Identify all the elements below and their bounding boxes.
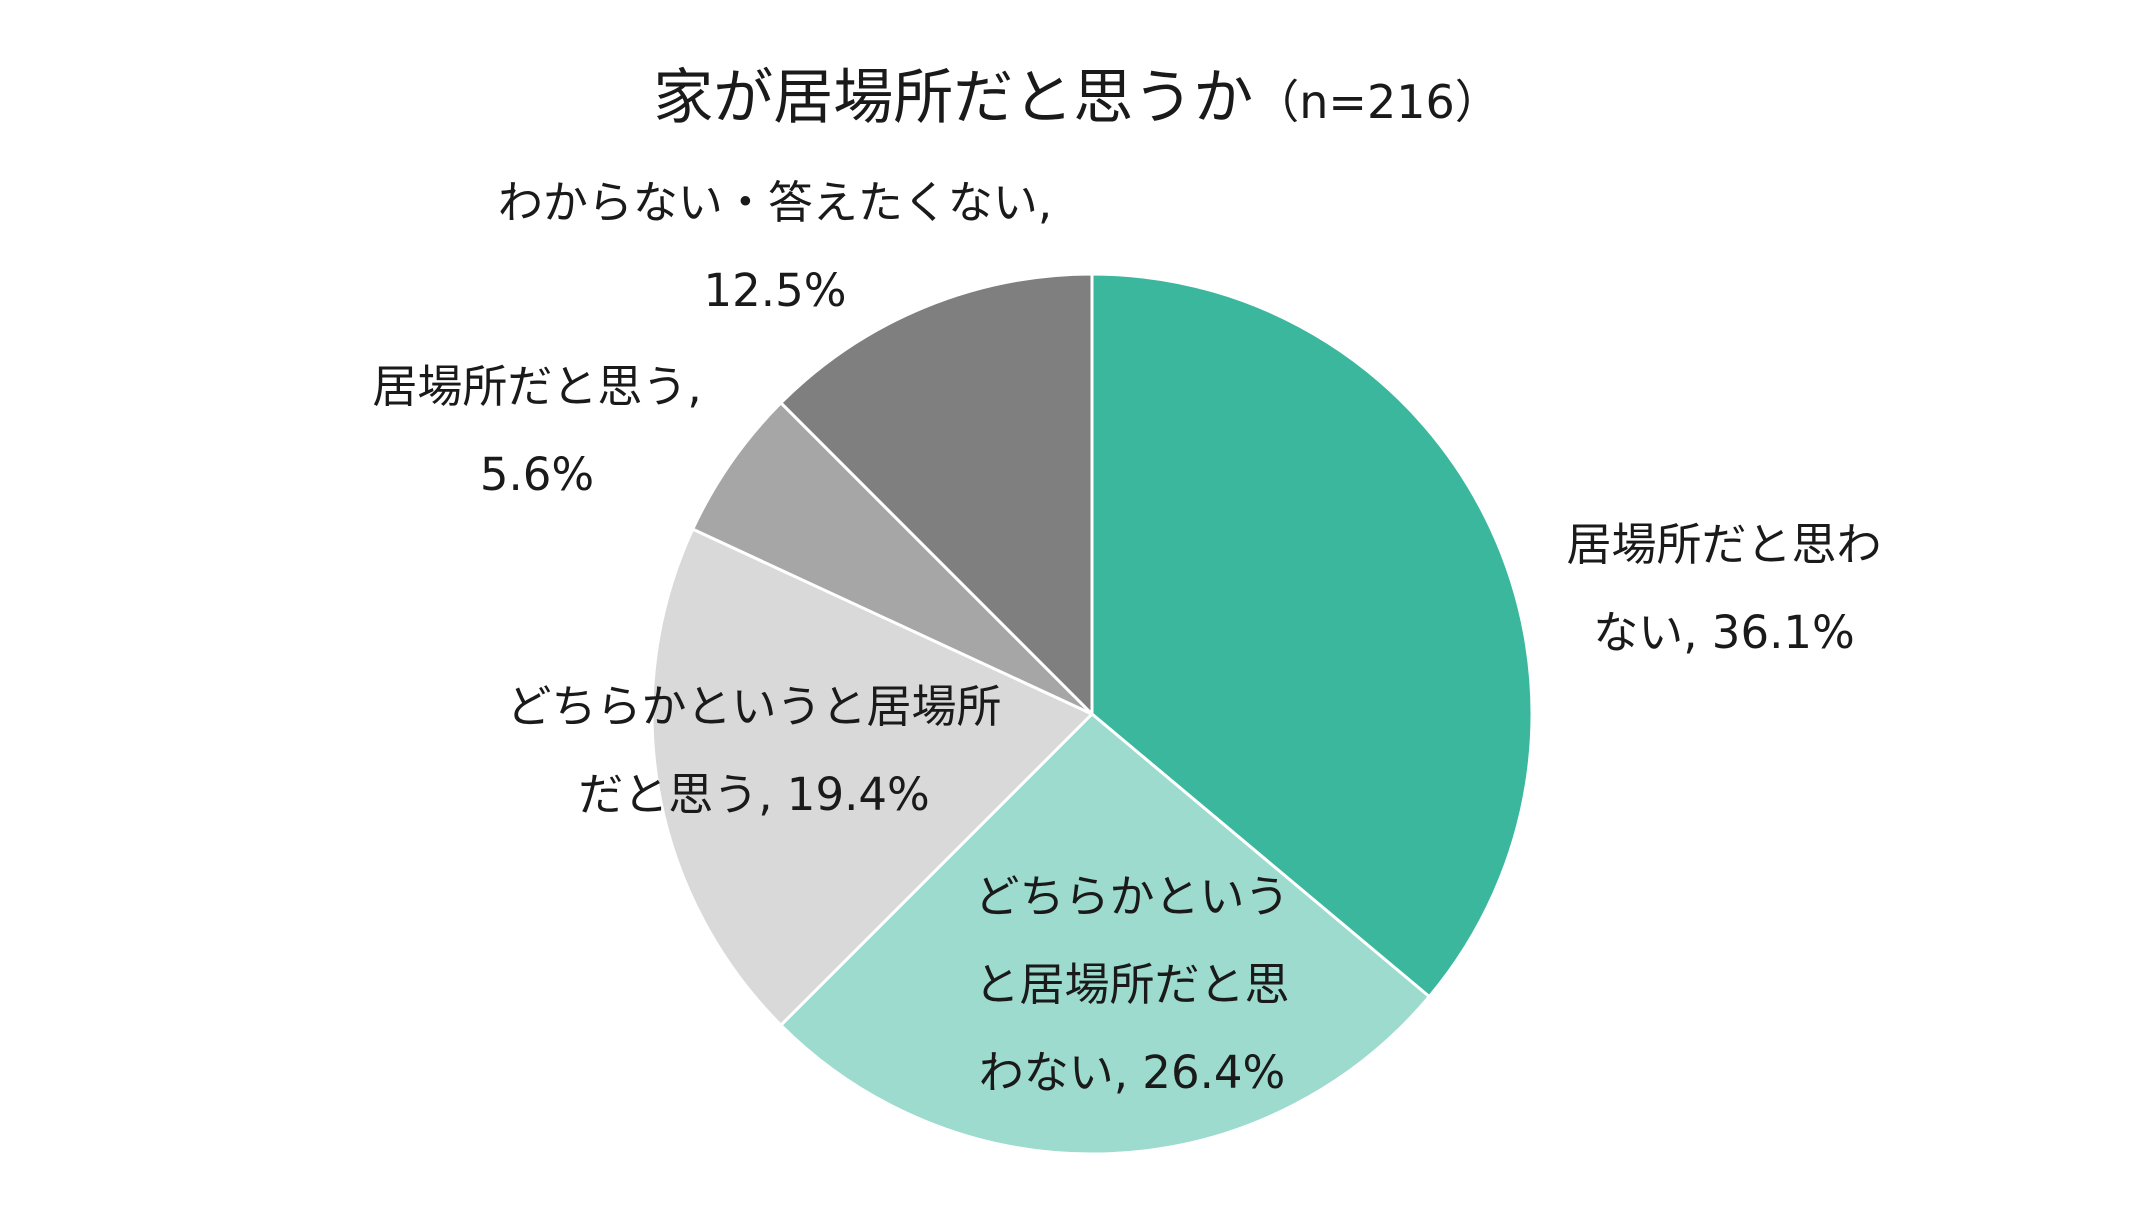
slice-label-4-line-2: 5.6% xyxy=(480,448,594,501)
pie-slice-1 xyxy=(1090,272,1534,999)
slice-label-4: 居場所だと思う, 5.6% xyxy=(372,360,701,501)
slice-label-1: 居場所だと思わない, 36.1% xyxy=(1566,518,1881,659)
slice-label-5-line-1: わからない・答えたくない, xyxy=(498,176,1052,229)
pie-slice-4 xyxy=(691,401,1094,716)
slice-label-3-line-2: だと思う, 19.4% xyxy=(578,768,930,821)
pie-slices xyxy=(650,272,1534,1156)
slice-label-1-line-2: ない, 36.1% xyxy=(1593,606,1855,659)
slice-label-2-line-3: わない, 26.4% xyxy=(979,1046,1286,1099)
slice-label-3: どちらかというと居場所だと思う, 19.4% xyxy=(506,680,1001,821)
slice-label-3-line-1: どちらかというと居場所 xyxy=(506,680,1001,733)
slice-label-5-line-2: 12.5% xyxy=(704,264,847,317)
pie-slice-5 xyxy=(779,272,1094,716)
slice-labels: 居場所だと思わない, 36.1% どちらかというと居場所だと思わない, 26.4%… xyxy=(372,176,1881,1099)
slice-label-2-line-2: と居場所だと思 xyxy=(974,958,1289,1011)
slice-label-2: どちらかというと居場所だと思わない, 26.4% xyxy=(974,870,1289,1099)
slice-label-4-line-1: 居場所だと思う, xyxy=(372,360,701,413)
chart-title-main: 家が居場所だと思うか xyxy=(653,63,1253,133)
chart-title: 家が居場所だと思うか（n=216） xyxy=(653,63,1501,133)
slice-label-1-line-1: 居場所だと思わ xyxy=(1566,518,1881,571)
slice-label-2-line-1: どちらかという xyxy=(974,870,1289,923)
chart-title-sample-size: （n=216） xyxy=(1253,75,1501,129)
slice-label-5: わからない・答えたくない, 12.5% xyxy=(498,176,1052,317)
pie-slice-3 xyxy=(650,527,1094,1027)
pie-slice-2 xyxy=(779,712,1431,1156)
